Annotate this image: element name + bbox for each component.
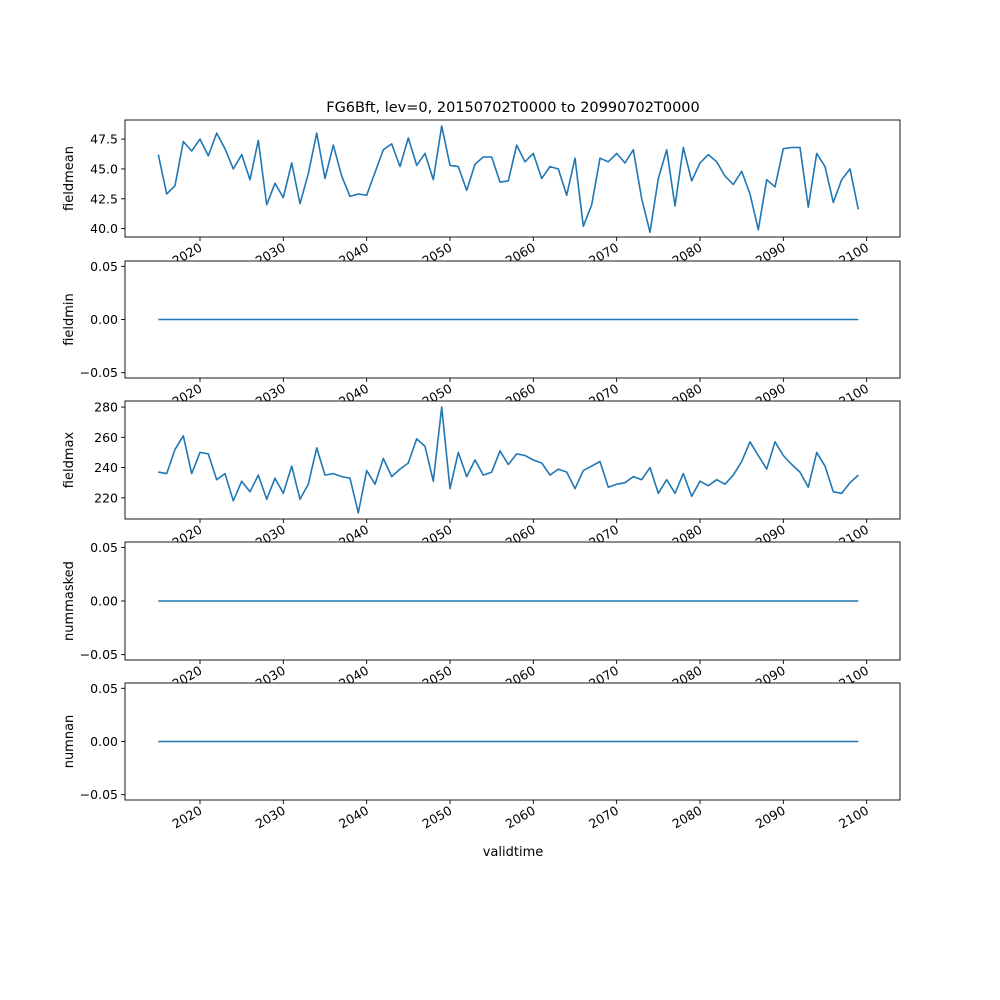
y-tick-label: 0.00 bbox=[90, 734, 118, 749]
y-tick-label: 40.0 bbox=[90, 221, 118, 236]
y-axis-label: numnan bbox=[62, 715, 77, 769]
series-line-fieldmean bbox=[157, 125, 860, 233]
series-line-fieldmax bbox=[158, 406, 859, 514]
y-tick-label: 240 bbox=[94, 460, 118, 475]
y-axis-label: nummasked bbox=[62, 561, 77, 641]
y-axis-label: fieldmean bbox=[62, 146, 77, 211]
y-axis-label: fieldmax bbox=[62, 432, 77, 489]
y-tick-label: 45.0 bbox=[90, 161, 118, 176]
y-tick-label: 0.00 bbox=[90, 312, 118, 327]
y-tick-label: 47.5 bbox=[90, 132, 118, 147]
axes-frame bbox=[124, 400, 901, 520]
y-tick-label: 0.05 bbox=[90, 540, 118, 555]
y-tick-label: 42.5 bbox=[90, 191, 118, 206]
y-tick-label: −0.05 bbox=[80, 365, 118, 380]
y-tick-label: 0.05 bbox=[90, 681, 118, 696]
y-tick-label: 0.00 bbox=[90, 594, 118, 609]
y-axis-label: fieldmin bbox=[62, 293, 77, 346]
chart-title: FG6Bft, lev=0, 20150702T0000 to 20990702… bbox=[326, 100, 700, 116]
y-tick-label: −0.05 bbox=[80, 787, 118, 802]
y-tick-label: 280 bbox=[94, 400, 118, 415]
y-tick-label: 0.05 bbox=[90, 259, 118, 274]
y-tick-label: −0.05 bbox=[80, 647, 118, 662]
x-axis-label: validtime bbox=[483, 845, 544, 860]
axes-frame bbox=[124, 119, 901, 238]
y-tick-label: 260 bbox=[94, 430, 118, 445]
y-tick-label: 220 bbox=[94, 490, 118, 505]
